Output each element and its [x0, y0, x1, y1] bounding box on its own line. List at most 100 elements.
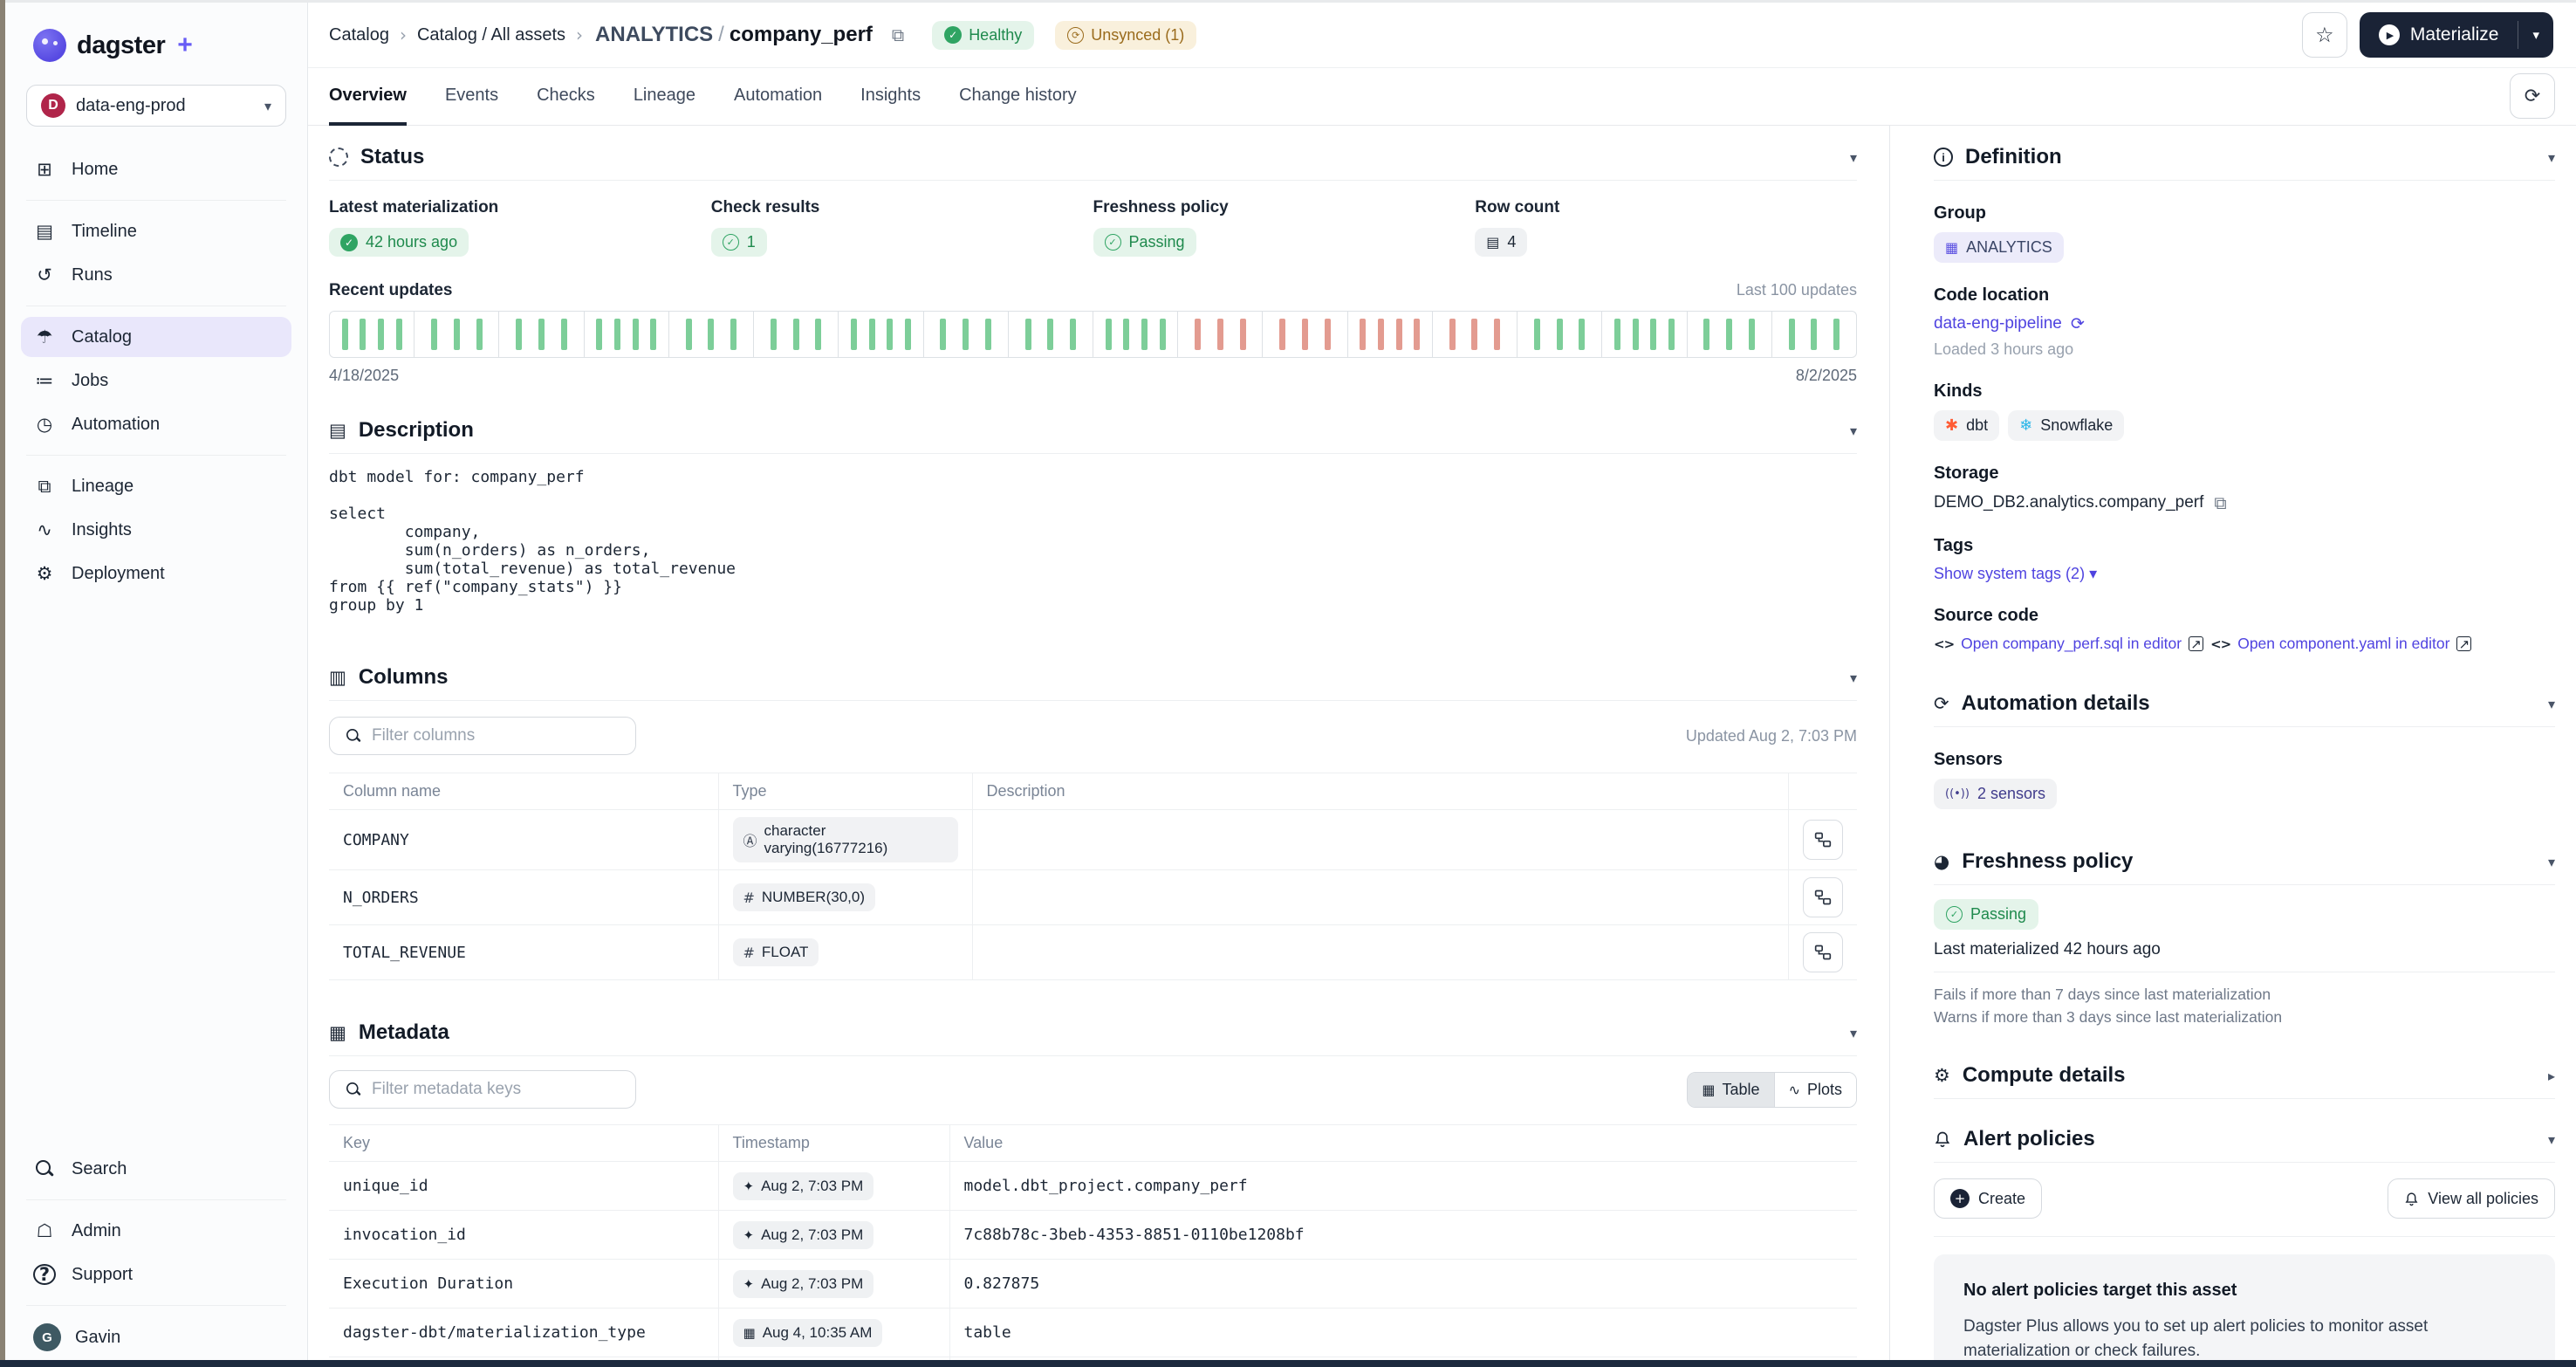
sidebar-item-runs[interactable]: ↺ Runs [21, 255, 291, 295]
reload-icon[interactable]: ⟳ [2070, 314, 2085, 333]
show-system-tags-link[interactable]: Show system tags (2) ▾ [1934, 565, 2098, 583]
failure-tick[interactable] [1395, 319, 1402, 350]
copy-icon[interactable]: ⧉ [891, 24, 905, 45]
success-tick[interactable] [1833, 319, 1840, 350]
success-tick[interactable] [650, 319, 657, 350]
success-tick[interactable] [708, 319, 715, 350]
stat-value-badge[interactable]: ✓ Passing [1093, 228, 1196, 257]
success-tick[interactable] [1159, 319, 1166, 350]
success-tick[interactable] [1579, 319, 1586, 350]
success-tick[interactable] [1024, 319, 1031, 350]
success-tick[interactable] [1070, 319, 1077, 350]
tab-checks[interactable]: Checks [537, 85, 595, 105]
timestamp-badge[interactable]: ✦ Aug 2, 7:03 PM [732, 1171, 874, 1200]
stat-value-badge[interactable]: ▤ 4 [1475, 228, 1528, 257]
success-tick[interactable] [1668, 319, 1675, 350]
unsynced-badge[interactable]: ⟳ Unsynced (1) [1055, 20, 1197, 50]
failure-tick[interactable] [1194, 319, 1201, 350]
collapse-chevron-icon[interactable]: ▾ [1849, 1024, 1857, 1041]
success-tick[interactable] [632, 319, 639, 350]
sidebar-item-search[interactable]: Search [21, 1149, 291, 1189]
failure-tick[interactable] [1239, 319, 1246, 350]
tab-change-history[interactable]: Change history [959, 85, 1077, 105]
tab-insights[interactable]: Insights [860, 85, 921, 105]
success-tick[interactable] [963, 319, 969, 350]
favorite-button[interactable]: ☆ [2301, 12, 2347, 58]
success-tick[interactable] [538, 319, 545, 350]
success-tick[interactable] [868, 319, 875, 350]
sidebar-item-home[interactable]: ⊞ Home [21, 149, 291, 189]
collapse-chevron-icon[interactable]: ▾ [2547, 1130, 2555, 1148]
dagster-logo[interactable]: dagster + [5, 3, 307, 62]
success-tick[interactable] [850, 319, 857, 350]
success-tick[interactable] [887, 319, 894, 350]
success-tick[interactable] [613, 319, 620, 350]
view-lineage-button[interactable] [1803, 932, 1843, 972]
create-alert-button[interactable]: + Create [1934, 1178, 2043, 1219]
success-tick[interactable] [1726, 319, 1733, 350]
collapse-chevron-icon[interactable]: ▾ [1849, 422, 1857, 439]
tab-overview[interactable]: Overview [329, 68, 407, 126]
failure-tick[interactable] [1471, 319, 1478, 350]
success-tick[interactable] [516, 319, 523, 350]
collapse-chevron-icon[interactable]: ▾ [1849, 669, 1857, 686]
success-tick[interactable] [1533, 319, 1540, 350]
sidebar-item-deployment[interactable]: ⚙ Deployment [21, 553, 291, 594]
success-tick[interactable] [360, 319, 367, 350]
success-tick[interactable] [1556, 319, 1563, 350]
expand-chevron-icon[interactable]: ▸ [2547, 1067, 2555, 1084]
timestamp-badge[interactable]: ✦ Aug 2, 7:03 PM [732, 1220, 874, 1249]
success-tick[interactable] [1105, 319, 1112, 350]
sidebar-item-support[interactable]: ? Support [21, 1254, 291, 1295]
success-tick[interactable] [685, 319, 692, 350]
success-tick[interactable] [770, 319, 777, 350]
failure-tick[interactable] [1360, 319, 1367, 350]
toggle-table[interactable]: ▦ Table [1688, 1072, 1774, 1107]
success-tick[interactable] [431, 319, 438, 350]
sidebar-item-timeline[interactable]: ▤ Timeline [21, 211, 291, 251]
source-code-link[interactable]: Open component.yaml in editor [2237, 635, 2450, 652]
sidebar-item-lineage[interactable]: ⧉ Lineage [21, 466, 291, 506]
timestamp-badge[interactable]: ▦ Aug 4, 10:35 AM [732, 1318, 883, 1347]
group-badge[interactable]: ▦ ANALYTICS [1934, 232, 2064, 263]
collapse-chevron-icon[interactable]: ▾ [2547, 148, 2555, 166]
success-tick[interactable] [1613, 319, 1620, 350]
success-tick[interactable] [730, 319, 737, 350]
success-tick[interactable] [1788, 319, 1795, 350]
success-tick[interactable] [560, 319, 567, 350]
timestamp-badge[interactable]: ✦ Aug 2, 7:03 PM [732, 1269, 874, 1298]
tab-automation[interactable]: Automation [734, 85, 823, 105]
success-tick[interactable] [1123, 319, 1130, 350]
success-tick[interactable] [984, 319, 991, 350]
sidebar-item-insights[interactable]: ∿ Insights [21, 510, 291, 550]
refresh-button[interactable]: ⟳ [2510, 73, 2555, 119]
success-tick[interactable] [1703, 319, 1710, 350]
sidebar-item-admin[interactable]: ☖ Admin [21, 1211, 291, 1251]
success-tick[interactable] [1748, 319, 1755, 350]
collapse-chevron-icon[interactable]: ▾ [2547, 853, 2555, 870]
source-code-link[interactable]: Open company_perf.sql in editor [1961, 635, 2182, 652]
success-tick[interactable] [1811, 319, 1818, 350]
tab-events[interactable]: Events [444, 85, 499, 105]
failure-tick[interactable] [1449, 319, 1456, 350]
user-menu[interactable]: G Gavin [5, 1315, 307, 1367]
success-tick[interactable] [1047, 319, 1054, 350]
breadcrumb-all-assets[interactable]: Catalog / All assets [416, 24, 566, 45]
success-tick[interactable] [453, 319, 460, 350]
collapse-chevron-icon[interactable]: ▾ [1849, 148, 1857, 166]
failure-tick[interactable] [1279, 319, 1286, 350]
materialize-button[interactable]: ▶ Materialize [2360, 12, 2518, 58]
success-tick[interactable] [1632, 319, 1639, 350]
deployment-switcher[interactable]: D data-eng-prod ▾ [26, 85, 286, 127]
toggle-plots[interactable]: ∿ Plots [1773, 1072, 1856, 1107]
failure-tick[interactable] [1494, 319, 1501, 350]
success-tick[interactable] [940, 319, 947, 350]
sensors-badge[interactable]: ((•)) 2 sensors [1934, 779, 2058, 809]
failure-tick[interactable] [1302, 319, 1308, 350]
success-tick[interactable] [815, 319, 822, 350]
columns-filter-input[interactable] [372, 726, 623, 745]
view-lineage-button[interactable] [1803, 820, 1843, 860]
failure-tick[interactable] [1216, 319, 1223, 350]
view-lineage-button[interactable] [1803, 877, 1843, 917]
sidebar-item-automation[interactable]: ◷ Automation [21, 404, 291, 444]
